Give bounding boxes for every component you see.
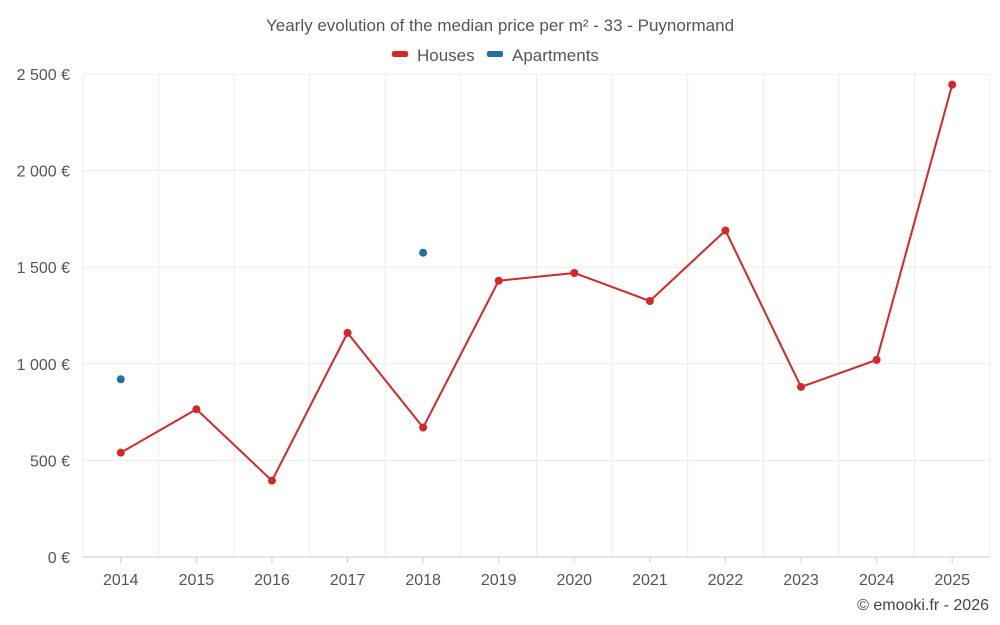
grid [82,73,991,557]
y-tick-label-1000: 1 000 € [17,357,70,374]
x-tick-label-2018: 2018 [405,572,441,589]
y-tick-label-2000: 2 000 € [17,164,70,181]
x-tick-label-2019: 2019 [481,572,517,589]
legend-swatch-apartments [487,51,503,57]
point-houses-2016[interactable] [267,476,276,485]
point-houses-2015[interactable] [192,405,201,414]
x-tick-label-2015: 2015 [179,572,215,589]
point-apartments-2018[interactable] [419,248,428,257]
point-houses-2014[interactable] [116,448,125,457]
x-tick-label-2025: 2025 [934,572,970,589]
y-tick-label-1500: 1 500 € [17,260,70,277]
legend-label-apartments: Apartments [512,46,599,65]
legend-item-apartments[interactable]: Apartments [487,46,599,65]
x-tick-label-2017: 2017 [330,572,366,589]
series-line-houses [120,84,954,482]
legend: Houses Apartments [392,46,599,65]
y-tick-label-500: 500 € [30,453,70,470]
point-houses-2023[interactable] [797,382,806,391]
credit: © emooki.fr - 2026 [857,597,989,614]
point-houses-2019[interactable] [494,276,503,285]
point-houses-2018[interactable] [419,423,428,432]
x-tick-label-2023: 2023 [783,572,819,589]
x-tick-label-2020: 2020 [556,572,592,589]
point-houses-2024[interactable] [872,355,881,364]
x-tick-label-2016: 2016 [254,572,290,589]
point-houses-2020[interactable] [570,268,579,277]
axes: 0 € 500 € 1 000 € 1 500 € 2 000 € 2 500 € 2014… [17,67,990,589]
point-apartments-2014[interactable] [116,375,125,384]
x-tick-label-2024: 2024 [859,572,895,589]
x-tick-label-2022: 2022 [708,572,744,589]
y-tick-label-2500: 2 500 € [17,67,70,84]
legend-swatch-houses [392,51,408,57]
x-tick-label-2014: 2014 [103,572,139,589]
y-tick-label-0: 0 € [48,550,70,567]
x-tick-label-2021: 2021 [632,572,668,589]
point-houses-2022[interactable] [721,226,730,235]
point-houses-2017[interactable] [343,328,352,337]
point-houses-2021[interactable] [645,297,654,306]
legend-item-houses[interactable]: Houses [392,46,475,65]
point-houses-2025[interactable] [948,80,957,89]
series [116,80,957,485]
legend-label-houses: Houses [417,46,475,65]
chart-title: Yearly evolution of the median price per… [266,16,734,35]
